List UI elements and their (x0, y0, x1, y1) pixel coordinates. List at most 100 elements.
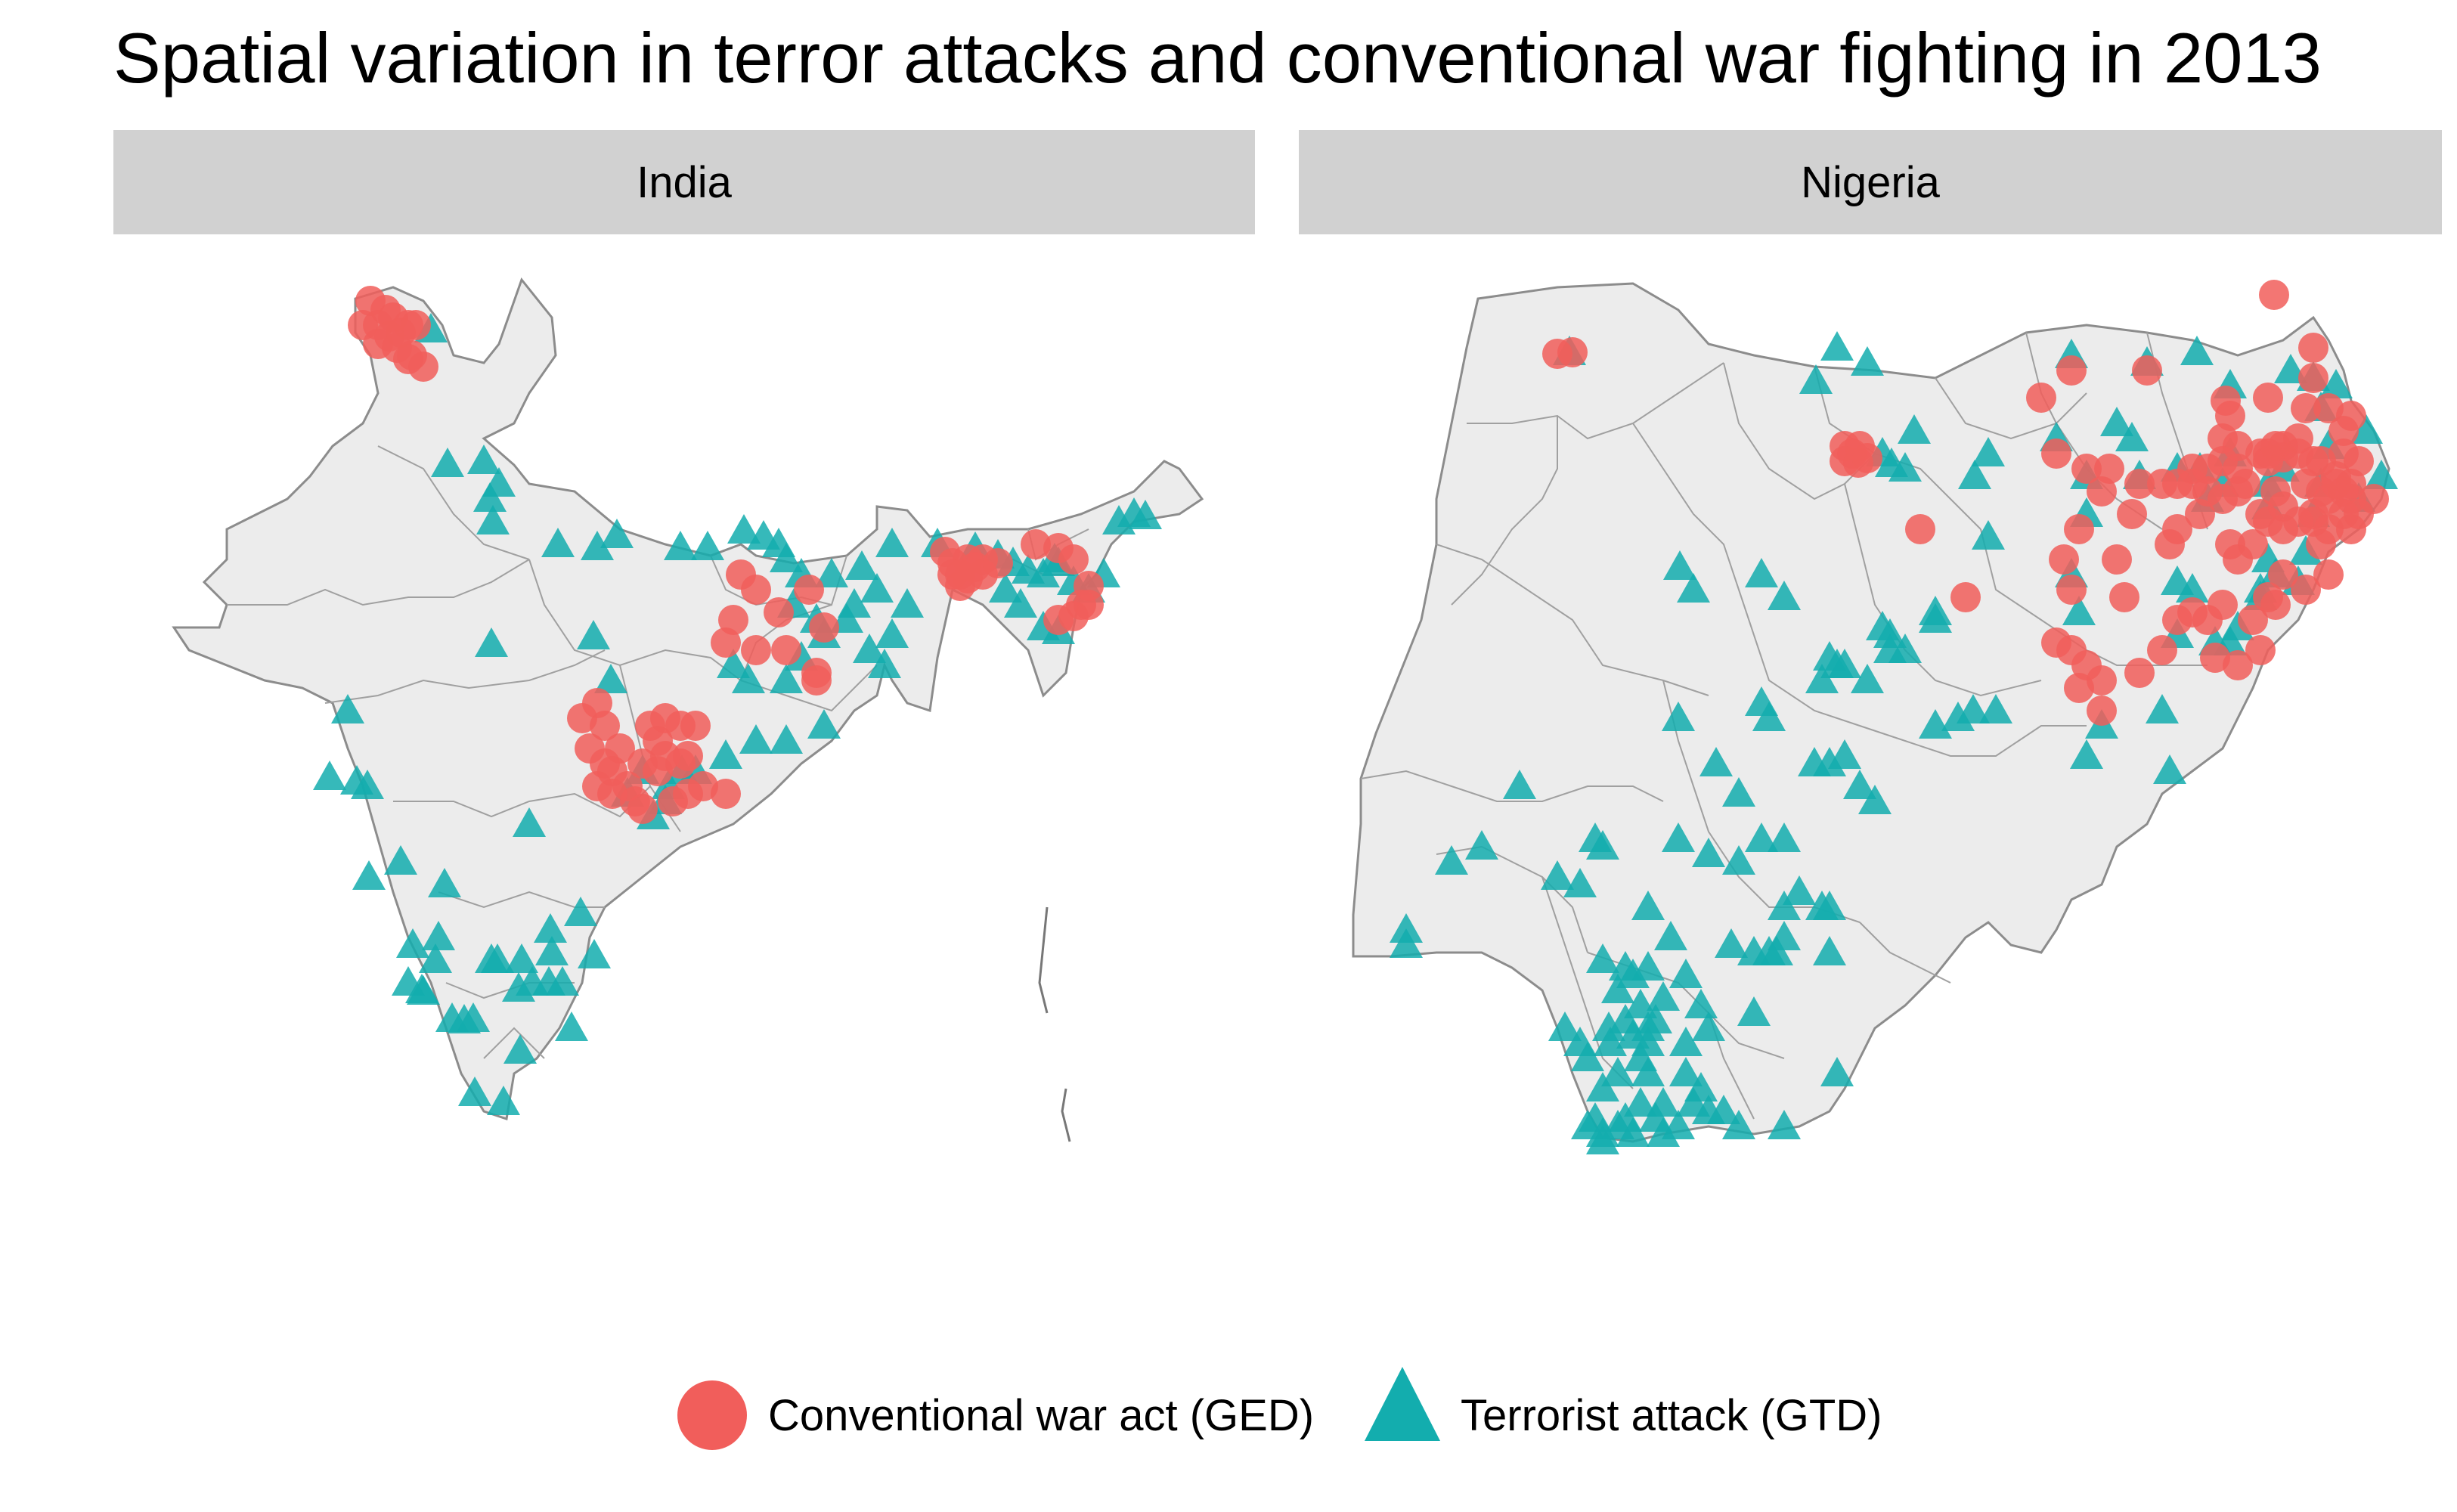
gtd-point (475, 627, 508, 657)
ged-point (809, 612, 839, 643)
nigeria-land (1352, 282, 2390, 1143)
gtd-point (2350, 414, 2383, 444)
gtd-point (1662, 702, 1695, 731)
gtd-point (422, 921, 455, 950)
gtd-point (1972, 520, 2005, 550)
ged-point (2298, 363, 2328, 393)
gtd-point (1548, 1012, 1582, 1041)
gtd-point (1027, 558, 1060, 587)
ged-point (2259, 280, 2289, 310)
gtd-point (1783, 875, 1816, 905)
gtd-point (1768, 921, 1801, 950)
gtd-point (1129, 500, 1162, 529)
gtd-point (1722, 845, 1755, 875)
gtd-point (1631, 891, 1665, 920)
gtd-point (1692, 838, 1725, 867)
ged-point (2064, 673, 2094, 703)
ged-point (2223, 650, 2253, 680)
ged-point (2162, 605, 2192, 635)
ged-point (2064, 514, 2094, 544)
gtd-point (2070, 739, 2103, 769)
gtd-point (1858, 785, 1892, 814)
india-map (172, 277, 1204, 1142)
gtd-point (770, 664, 803, 693)
ged-point (2260, 590, 2291, 620)
gtd-point (581, 531, 614, 560)
gtd-point (564, 897, 597, 926)
gtd-point (2062, 596, 2096, 625)
gtd-point (1684, 1072, 1718, 1101)
gtd-point (1799, 364, 1833, 394)
ged-point (2336, 401, 2366, 431)
gtd-point (1692, 1012, 1725, 1041)
gtd-point (691, 531, 724, 560)
gtd-point (1503, 770, 1536, 799)
gtd-point (594, 664, 627, 693)
gtd-point (875, 528, 909, 557)
facet-label-nigeria: Nigeria (1801, 157, 1940, 207)
gtd-point (384, 845, 417, 875)
gtd-point (868, 649, 901, 678)
ged-point (1852, 443, 1882, 473)
ged-point (2147, 635, 2177, 665)
gtd-point (458, 1077, 491, 1106)
ged-point (397, 340, 427, 370)
gtd-point (1669, 959, 1703, 988)
gtd-point (838, 588, 871, 618)
gtd-point (1707, 1095, 1740, 1124)
gtd-point (2153, 754, 2186, 784)
legend (677, 1367, 1440, 1450)
ged-point (2155, 529, 2185, 559)
gtd-point (1669, 1027, 1703, 1056)
gtd-point (1624, 1087, 1657, 1117)
ged-point (1043, 605, 1074, 635)
ged-point (2147, 469, 2177, 499)
gtd-point (1609, 951, 1642, 981)
gtd-point (457, 1002, 490, 1032)
gtd-point (2176, 573, 2209, 603)
ged-point (2185, 499, 2215, 529)
gtd-point (1957, 694, 1990, 723)
gtd-point (1586, 1125, 1619, 1154)
ged-point (771, 635, 801, 665)
gtd-point (600, 519, 634, 548)
gtd-point (1390, 913, 1423, 943)
ged-point (2268, 559, 2298, 590)
gtd-point (1919, 596, 1952, 625)
facet-label-india: India (637, 157, 732, 207)
gtd-point (2100, 407, 2133, 436)
gtd-point (502, 972, 535, 1002)
gtd-point (487, 1086, 520, 1115)
gtd-point (2146, 694, 2179, 723)
gtd-point (1888, 452, 1922, 482)
ged-point (2313, 559, 2344, 590)
gtd-point (815, 558, 848, 587)
gtd-point (770, 724, 803, 754)
ged-point (680, 711, 711, 741)
ged-point (711, 627, 741, 658)
ged-point (2124, 658, 2155, 688)
ged-point (764, 597, 794, 627)
gtd-point (1813, 891, 1846, 920)
gtd-point (1805, 664, 1839, 693)
gtd-point (1677, 573, 1710, 603)
gtd-point (503, 1034, 537, 1064)
ged-point (983, 548, 1013, 578)
gtd-point (1715, 928, 1748, 958)
ged-point (2117, 499, 2147, 529)
gtd-point (1647, 981, 1680, 1011)
ged-point (2071, 454, 2102, 484)
gtd-point (1390, 928, 1423, 958)
ged-point (741, 635, 771, 665)
ged-point (2298, 333, 2328, 363)
gtd-point (541, 528, 575, 557)
gtd-point (1592, 1012, 1625, 1041)
gtd-point (1768, 891, 1801, 920)
ged-point (401, 310, 431, 340)
gtd-point (1768, 1110, 1801, 1139)
ged-point (2328, 499, 2359, 529)
gtd-point (1586, 1072, 1619, 1101)
gtd-point (1435, 845, 1468, 875)
gtd-point (396, 928, 429, 958)
gtd-point (1631, 1057, 1665, 1086)
